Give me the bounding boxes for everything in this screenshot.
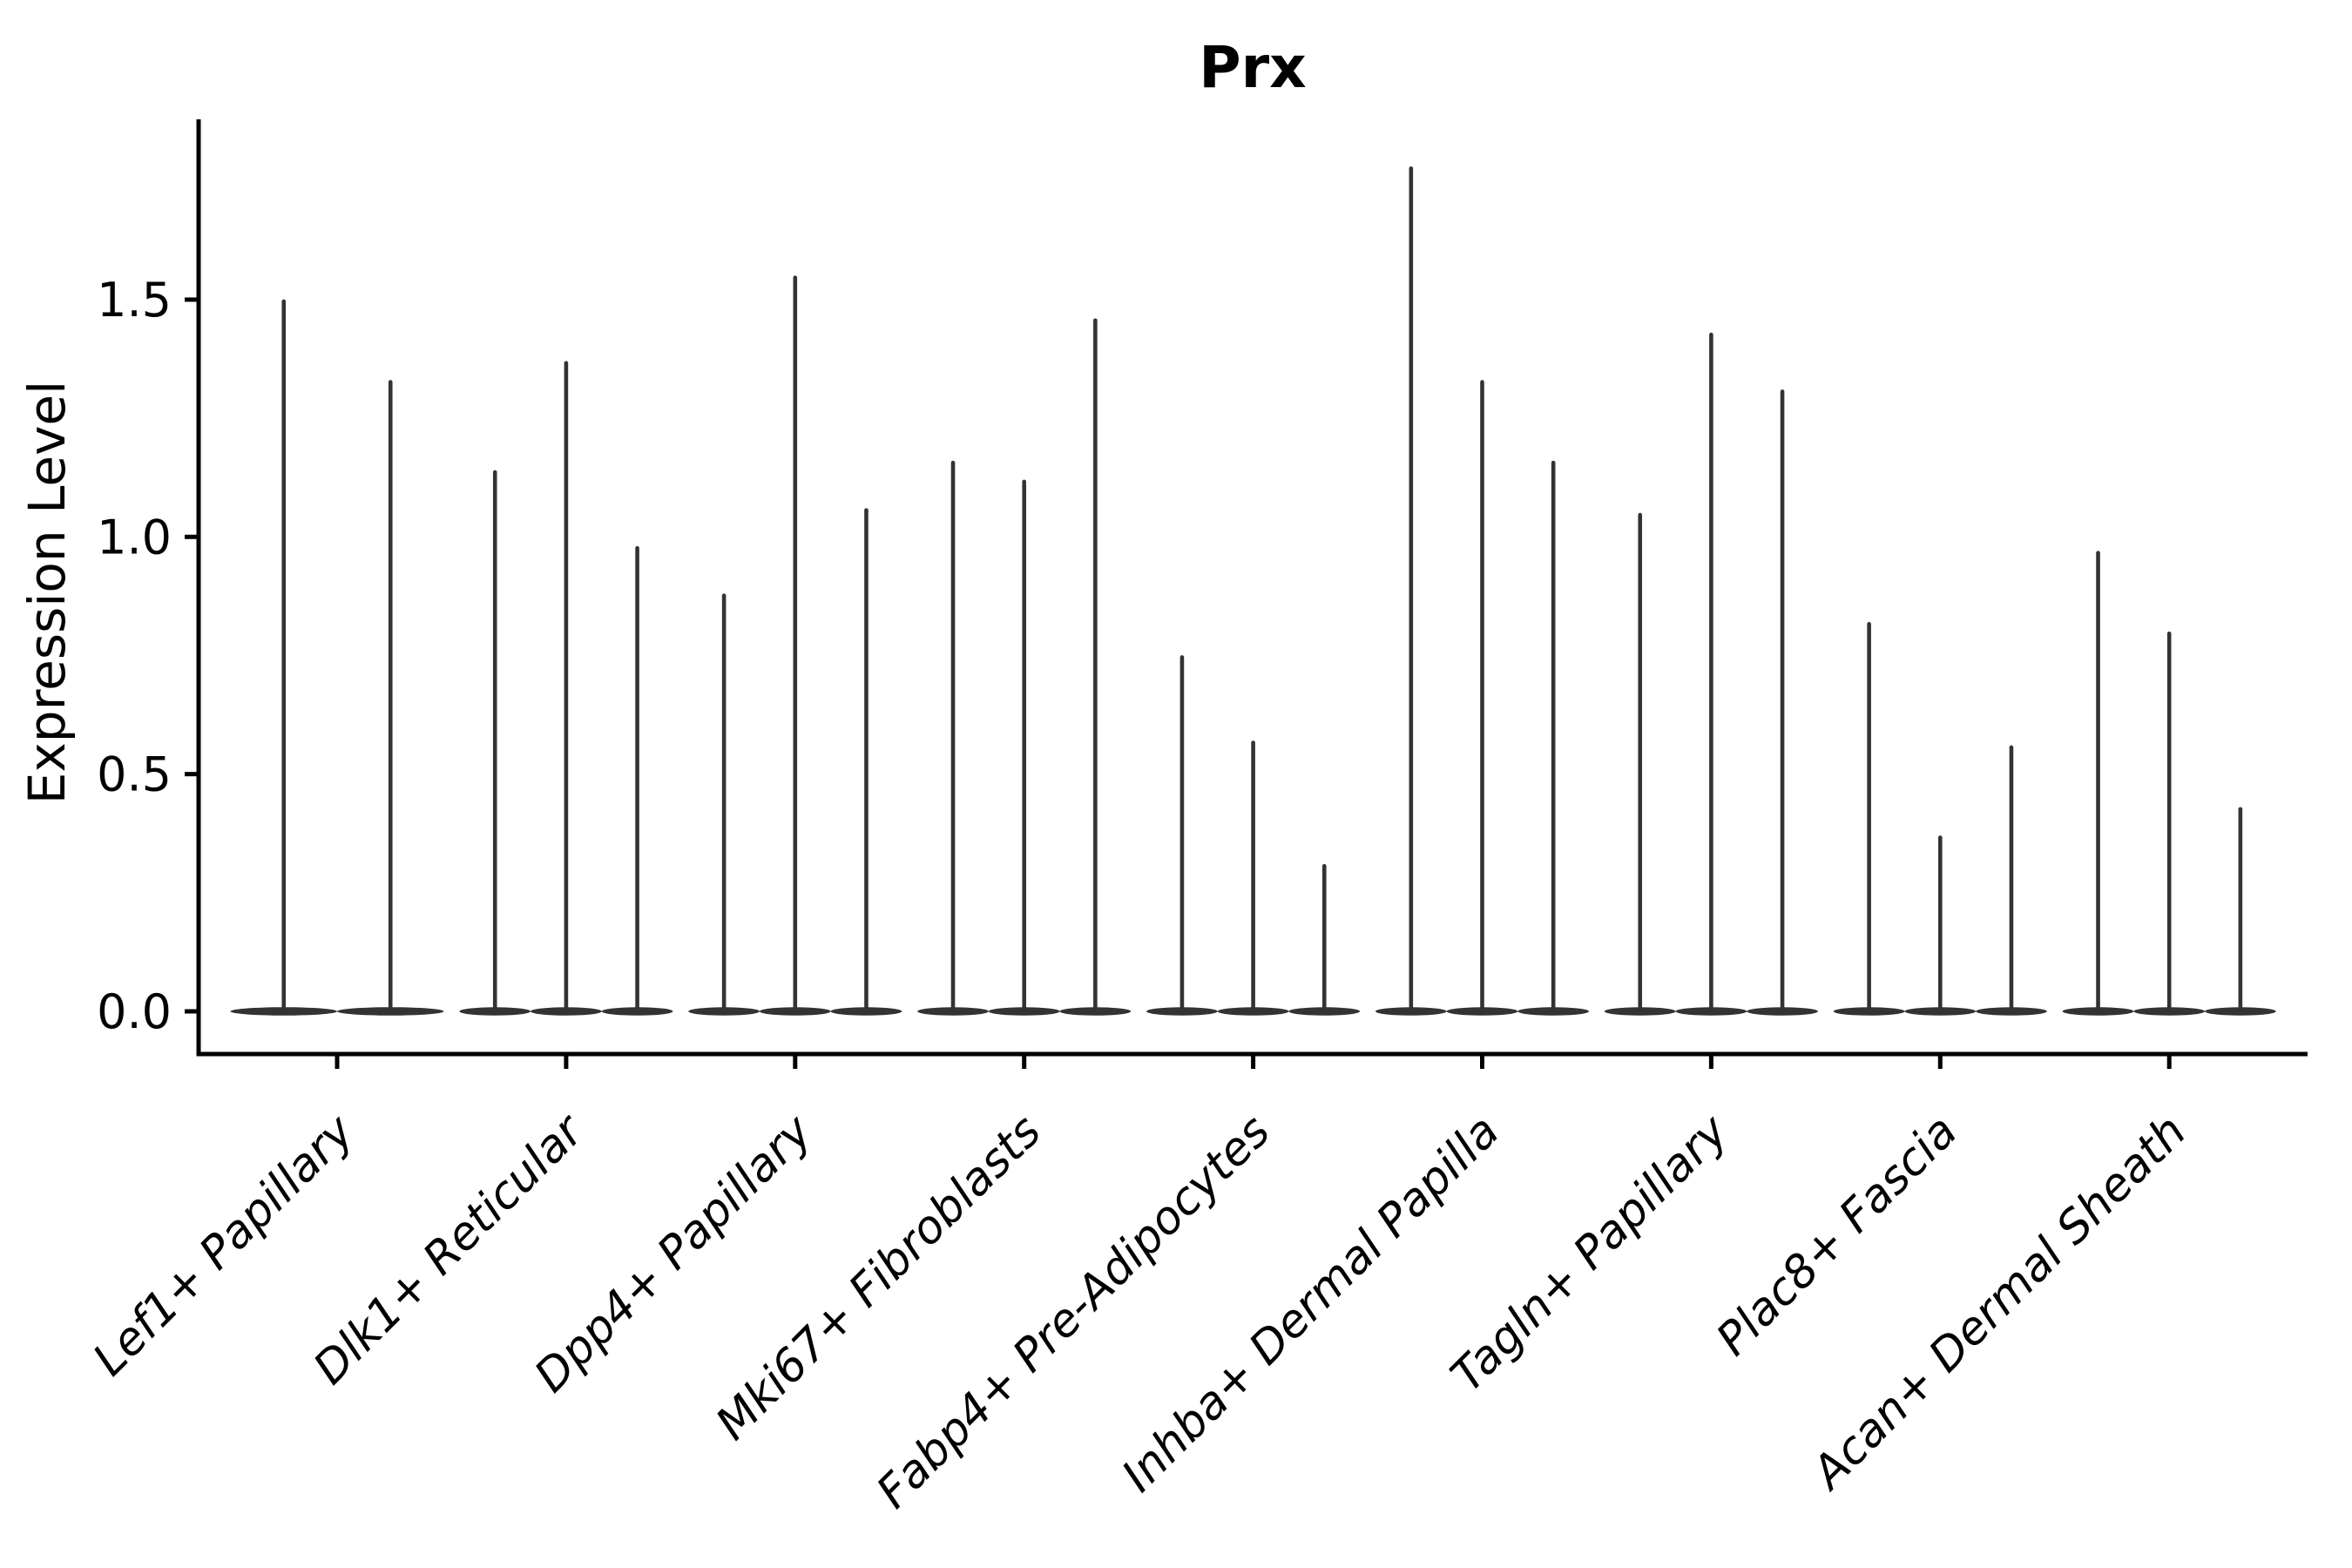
- y-tick-label: 0.0: [97, 984, 172, 1039]
- y-axis-label: Expression Level: [17, 381, 77, 804]
- x-tick-label: Inhba+ Dermal Papilla: [1112, 1105, 1510, 1503]
- x-tick-label: Plac8+ Fascia: [1707, 1105, 1967, 1366]
- y-tick-label: 0.5: [97, 747, 172, 802]
- y-tick-label: 1.0: [97, 510, 172, 564]
- chart-title: Prx: [1199, 34, 1307, 101]
- x-tick-label: Fabp4+ Pre-Adipocytes: [867, 1105, 1281, 1519]
- x-tick-label: Acan+ Dermal Sheath: [1801, 1105, 2196, 1501]
- y-tick-label: 1.5: [97, 273, 172, 328]
